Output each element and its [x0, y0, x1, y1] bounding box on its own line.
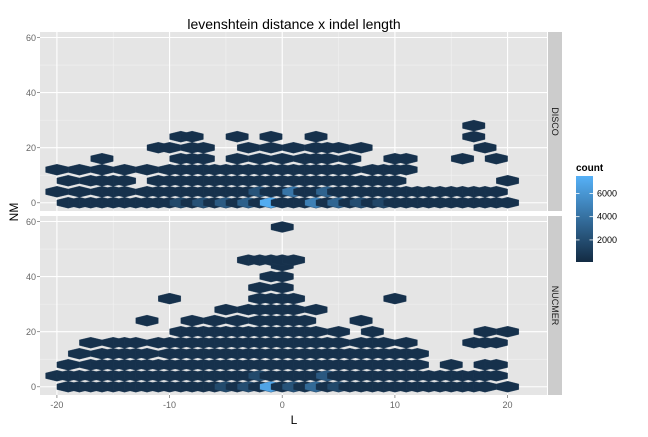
hex-bin [473, 142, 497, 154]
hex-bin [383, 175, 407, 187]
hex-bins [45, 119, 519, 209]
facet-strip-label: NUCMER [550, 286, 560, 326]
hex-bin [113, 175, 136, 187]
hex-bin [327, 326, 350, 338]
x-tick-label: -10 [163, 400, 176, 410]
hex-bin [304, 130, 328, 143]
hex-bin [191, 153, 215, 165]
y-axis-label: NM [7, 203, 21, 222]
hex-bin [484, 370, 508, 382]
hex-bin [349, 314, 373, 327]
hex-bin [90, 153, 114, 165]
hex-bin [462, 119, 486, 132]
hex-bin [158, 292, 181, 305]
hex-bin [259, 130, 283, 143]
x-tick-label: 0 [280, 400, 285, 410]
y-tick-label: 60 [26, 217, 36, 227]
facet-strip [548, 216, 562, 395]
hex-bin [439, 359, 463, 371]
hex-bin [484, 359, 508, 371]
facet-strip [548, 32, 562, 211]
y-tick-label: 40 [26, 88, 36, 98]
x-axis-label: L [291, 413, 298, 427]
hex-bin [394, 164, 418, 176]
x-axis: -20 -10 0 10 20 [50, 395, 513, 410]
hex-bin [349, 142, 373, 154]
hex-bin [484, 153, 508, 165]
facet-panel-disco: 0 20 40 60 DISCO [26, 32, 562, 211]
hex-bin [496, 175, 519, 187]
hex-bin [293, 314, 317, 327]
hex-bin [282, 292, 305, 305]
legend-tick-label: 4000 [597, 212, 617, 222]
hex-bin [360, 326, 384, 338]
hex-bin [451, 153, 474, 165]
facet-panels: 0 20 40 60 DISCO 0 20 40 60 NUCMER -20 -10 0 10 20 [26, 32, 562, 410]
legend-tick-label: 6000 [597, 188, 617, 198]
color-legend: 2000 4000 6000 [576, 176, 617, 262]
y-tick-label: 20 [26, 327, 36, 337]
hex-bin [191, 142, 215, 154]
y-tick-label: 20 [26, 143, 36, 153]
hex-bin [225, 130, 249, 143]
hex-bin [496, 326, 519, 338]
hex-bin [484, 337, 508, 349]
facet-panel-nucmer: 0 20 40 60 NUCMER [26, 216, 562, 395]
hex-bin [180, 130, 204, 143]
hex-bin [394, 153, 418, 165]
hex-bin [270, 281, 294, 294]
hex-bin [406, 348, 429, 360]
hex-bin [282, 254, 305, 266]
hex-bin [383, 292, 407, 305]
x-tick-label: -20 [50, 400, 63, 410]
y-tick-label: 0 [31, 198, 36, 208]
x-tick-label: 10 [390, 400, 400, 410]
hex-bin [338, 153, 362, 165]
x-tick-label: 20 [503, 400, 513, 410]
facet-strip-label: DISCO [550, 107, 560, 136]
chart-title: levenshtein distance x indel length [187, 16, 400, 32]
y-tick-label: 40 [26, 272, 36, 282]
hex-bin [304, 303, 328, 316]
hex-bin [406, 359, 429, 371]
hex-bin [462, 130, 486, 143]
hex-bin [484, 186, 508, 198]
legend-tick-label: 2000 [597, 235, 617, 245]
y-tick-label: 0 [31, 382, 36, 392]
legend-colorbar [576, 176, 593, 262]
hex-bin [135, 314, 159, 327]
hex-bin [394, 337, 418, 349]
hex-bin [496, 197, 519, 209]
legend-title: count [576, 163, 604, 174]
y-tick-label: 60 [26, 33, 36, 43]
hex-bins [45, 221, 519, 393]
hex-bin [270, 270, 294, 283]
hex-bin [270, 221, 294, 233]
hex-bin [496, 381, 519, 393]
